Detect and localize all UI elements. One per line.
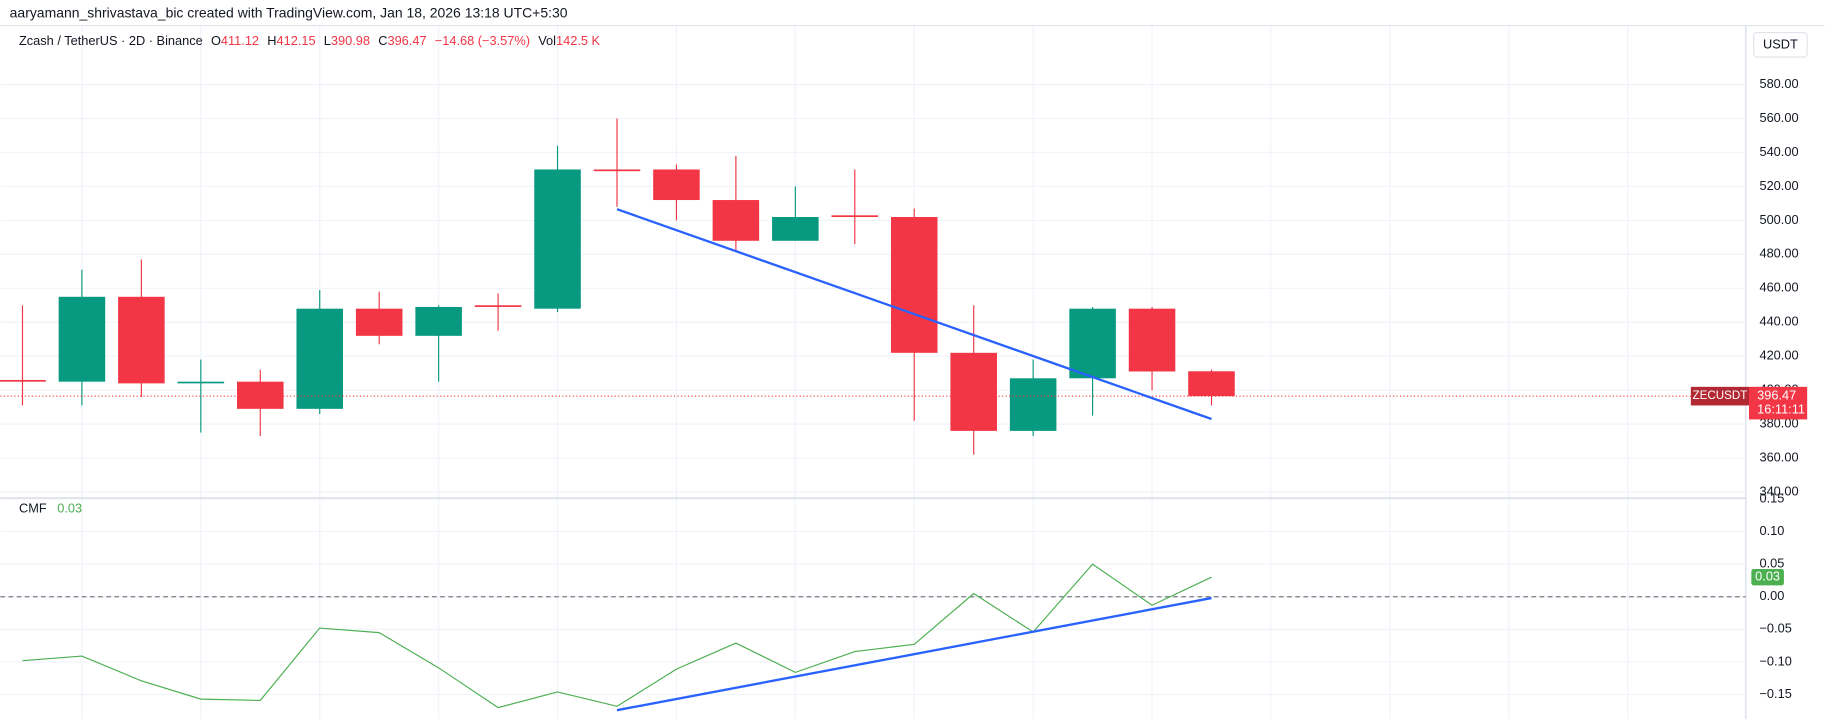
low-value: 390.98 [331, 33, 370, 48]
trendline [616, 596, 1212, 712]
cmf-line [22, 563, 1212, 709]
candle-body [1128, 308, 1176, 372]
candle-body [593, 169, 641, 172]
candle-body [950, 352, 997, 431]
candle-body [237, 381, 284, 409]
candle-body [1009, 378, 1057, 431]
y-tick-label: 360.00 [1759, 449, 1798, 464]
symbol-tag-text: ZECUSDT [1692, 389, 1747, 402]
candle-body [355, 308, 403, 336]
price-tag [1749, 386, 1808, 420]
currency-button[interactable] [1753, 31, 1808, 58]
y-tick-label: 0.15 [1759, 490, 1784, 505]
cmf-tag-text: 0.03 [1755, 569, 1780, 584]
cmf-tag [1751, 569, 1784, 586]
y-tick-label: 580.00 [1759, 76, 1798, 91]
credit: aaryamann_shrivastava_bic created with T… [10, 5, 568, 21]
candle-body [712, 200, 760, 241]
countdown: 16:11:11 [1757, 401, 1805, 416]
y-tick-label: 560.00 [1759, 110, 1798, 125]
y-tick-label: 500.00 [1759, 212, 1798, 227]
trendline [616, 208, 1212, 421]
volume: 142.5 K [556, 33, 601, 48]
candle-body [1069, 308, 1116, 379]
price-tag-text: 396.47 [1757, 388, 1796, 403]
candle-body [534, 169, 581, 309]
candle-body [831, 215, 879, 218]
candle-body [415, 306, 462, 336]
vol-label: Vol [538, 33, 556, 48]
y-tick-label: 520.00 [1759, 178, 1798, 193]
cmf-legend: CMF 0.03 [19, 501, 82, 516]
low-label: L [324, 33, 331, 48]
y-tick-label: 0.00 [1759, 588, 1784, 603]
y-tick-label: 340.00 [1759, 483, 1798, 498]
candle-body [0, 379, 46, 382]
y-tick-label: 0.10 [1759, 523, 1784, 538]
y-tick-label: 460.00 [1759, 280, 1798, 295]
close-label: C [378, 33, 387, 48]
change: −14.68 (−3.57%) [435, 33, 530, 48]
open-value: 411.12 [221, 33, 259, 48]
open-label: O [211, 33, 221, 48]
symbol-title: Zcash / TetherUS · 2D · Binance [19, 33, 203, 48]
y-tick-label: 480.00 [1759, 246, 1798, 261]
y-tick-label: −0.05 [1759, 621, 1791, 636]
y-tick-label: 0.05 [1759, 556, 1784, 571]
high-label: H [267, 33, 276, 48]
cmf-last: 0.03 [57, 501, 82, 516]
grid-layer [0, 25, 1748, 719]
close-value: 396.47 [387, 33, 426, 48]
high-value: 412.15 [277, 33, 316, 48]
candle-body [772, 217, 819, 241]
candle-body [653, 169, 700, 201]
candle-body [296, 308, 344, 409]
y-tick-label: 420.00 [1759, 348, 1798, 363]
candle-body [58, 296, 106, 382]
candle-body [474, 305, 522, 307]
candle-body [177, 381, 225, 384]
y-tick-label: 540.00 [1759, 144, 1798, 159]
candle-body [890, 217, 938, 353]
symbol-tag [1690, 386, 1750, 406]
cmf-title: CMF [19, 501, 47, 516]
y-tick-label: −0.15 [1759, 686, 1791, 701]
currency[interactable]: USDT [1763, 37, 1798, 52]
candle-body [1188, 371, 1235, 397]
y-tick-label: 440.00 [1759, 314, 1798, 329]
candle-body [118, 296, 165, 384]
legend: Zcash / TetherUS · 2D · Binance O411.12 … [19, 33, 601, 48]
y-tick-label: −0.10 [1759, 653, 1791, 668]
